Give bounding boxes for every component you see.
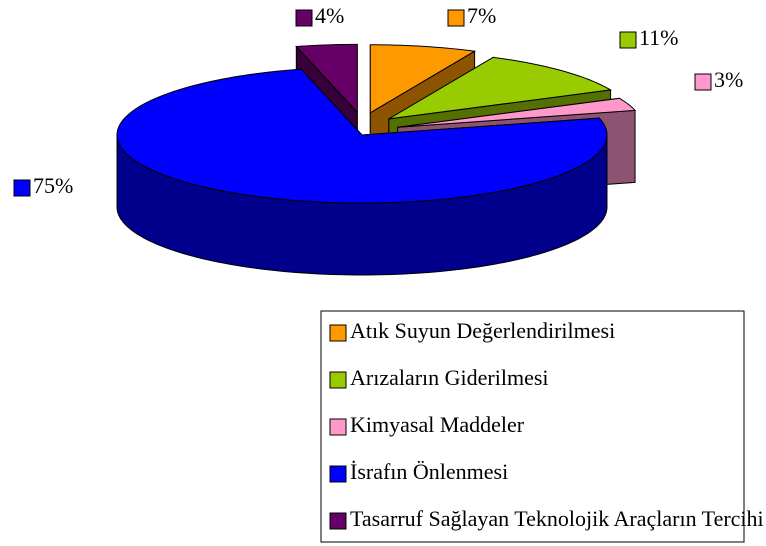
legend-label: İsrafın Önlenmesi: [350, 459, 508, 484]
slice: [397, 97, 637, 128]
legend-label: Tasarruf Sağlayan Teknolojik Araçların T…: [350, 506, 764, 531]
data-label: 11%: [639, 25, 679, 50]
legend-swatch: [329, 371, 347, 389]
slice: [388, 56, 613, 120]
label-swatch: [295, 9, 313, 27]
data-label: 4%: [315, 3, 344, 28]
slice: [295, 43, 358, 114]
legend-box: [320, 310, 745, 543]
legend-swatch: [329, 465, 347, 483]
legend-label: Arızaların Giderilmesi: [350, 365, 549, 390]
data-label: 7%: [467, 3, 496, 28]
legend-label: Kimyasal Maddeler: [350, 412, 525, 437]
legend-swatch: [329, 324, 347, 342]
legend-label: Atık Suyun Değerlendirilmesi: [350, 318, 615, 343]
legend-swatch: [329, 418, 347, 436]
label-swatch: [13, 179, 31, 197]
data-label: 75%: [33, 173, 73, 198]
legend-swatch: [329, 512, 347, 530]
label-swatch: [447, 9, 465, 27]
slice: [116, 68, 608, 204]
slice: [369, 44, 477, 114]
label-swatch: [694, 73, 712, 91]
label-swatch: [619, 31, 637, 49]
data-label: 3%: [714, 67, 743, 92]
